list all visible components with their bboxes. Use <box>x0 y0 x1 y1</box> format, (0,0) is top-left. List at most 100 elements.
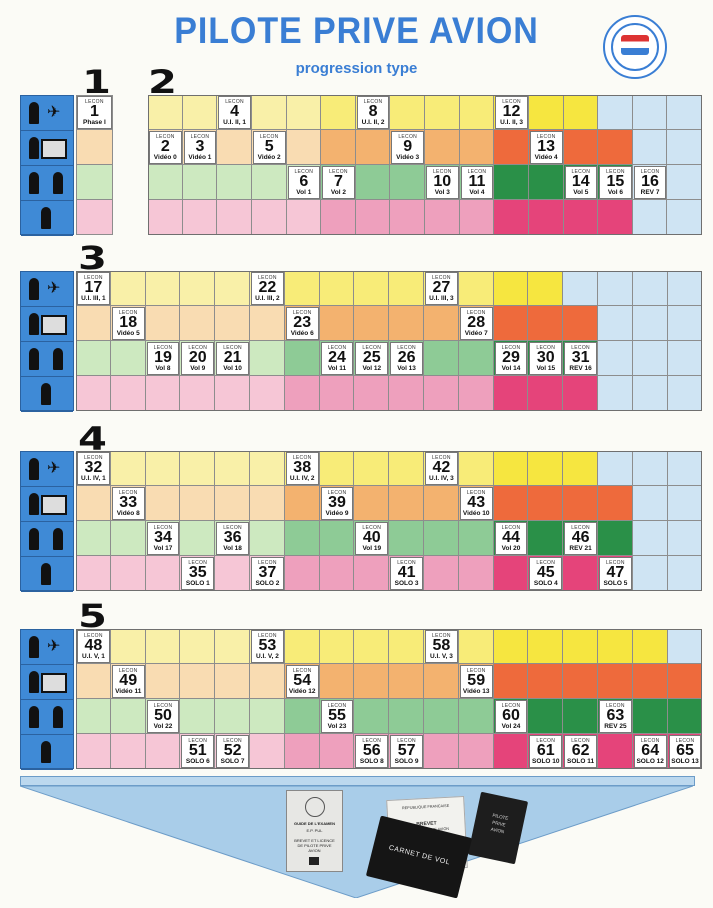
funnel-triangle <box>20 786 693 898</box>
grid-cell <box>424 734 459 769</box>
airplane-icon: ✈ <box>47 638 61 655</box>
lesson-card: LECON 17 U.I. III, 1 <box>77 272 110 305</box>
instructor-figure-icon <box>29 172 39 194</box>
grid-cell <box>319 306 355 341</box>
lesson-card: LECON 41 SOLO 3 <box>390 557 423 590</box>
grid-cell <box>76 165 113 200</box>
grid-cell <box>598 734 633 769</box>
grid-cell <box>319 271 355 306</box>
grid-cell <box>110 451 146 486</box>
grid-cell <box>667 306 703 341</box>
lesson-card: LECON 56 SOLO 8 <box>355 735 389 768</box>
lesson-number: 56 <box>362 742 381 759</box>
grid-cell <box>563 486 598 521</box>
lesson-caption: Vol 12 <box>362 365 382 372</box>
lesson-number: 34 <box>154 529 172 546</box>
lesson-label: LECON <box>294 169 314 175</box>
guide-line: BREVET ET LICENCE <box>294 838 335 843</box>
grid-cell <box>354 556 390 591</box>
grid-cell <box>632 95 668 130</box>
lesson-number: 14 <box>571 173 590 190</box>
lesson-label: LECON <box>397 560 416 566</box>
role-icon-panel: ✈ <box>20 95 74 236</box>
lesson-number: 4 <box>230 103 240 120</box>
lesson-label: LECON <box>536 738 556 744</box>
lesson-label: LECON <box>571 525 590 531</box>
lesson-caption: SOLO 9 <box>394 758 419 765</box>
lesson-card: LECON 5 Vidéo 2 <box>252 131 286 164</box>
lesson-label: LECON <box>258 560 277 566</box>
lesson-caption: U.I. III, 2 <box>255 295 280 302</box>
lesson-caption: Vol 19 <box>362 545 382 552</box>
lesson-number: 2 <box>160 138 170 155</box>
lesson-card: LECON 3 Vidéo 1 <box>183 131 217 164</box>
lesson-label: LECON <box>640 169 660 175</box>
lesson-card: LECON 54 Vidéo 12 <box>285 665 319 698</box>
section-number: 4 <box>78 420 107 458</box>
lesson-label: LECON <box>118 668 138 674</box>
lesson-caption: SOLO 3 <box>394 580 419 587</box>
lesson-card: LECON 57 SOLO 9 <box>390 735 423 768</box>
lesson-caption: Vol 10 <box>223 365 242 372</box>
lesson-label: LECON <box>466 668 486 674</box>
lesson-card: LECON 46 REV 21 <box>564 522 597 555</box>
grid-cell <box>493 271 529 306</box>
grid-cell <box>284 271 320 306</box>
grid-cell <box>182 200 218 235</box>
lesson-number: 65 <box>676 742 694 759</box>
instructor-figure-icon <box>29 313 39 335</box>
lesson-card: LECON 1 Phase I <box>77 96 112 129</box>
grid-cell <box>425 130 460 165</box>
grid-cell <box>632 376 668 411</box>
grid-cell <box>389 699 424 734</box>
lesson-card: LECON 19 Vol 8 <box>146 342 180 375</box>
grid-cell <box>180 486 216 521</box>
grid-cell <box>215 664 250 699</box>
lesson-caption: Vidéo 13 <box>462 688 490 695</box>
lesson-label: LECON <box>327 345 347 351</box>
grid-cell <box>284 556 320 591</box>
lesson-card: LECON 4 U.I. II, 1 <box>218 96 251 129</box>
lesson-card: LECON 49 Vidéo 11 <box>111 665 145 698</box>
lesson-number: 32 <box>84 459 103 476</box>
grid-cell <box>354 629 390 664</box>
lesson-card: LECON 42 U.I. IV, 3 <box>425 452 458 485</box>
lesson-caption: Vidéo 4 <box>534 154 558 161</box>
lesson-caption: Vol 23 <box>327 723 347 730</box>
lesson-label: LECON <box>118 490 138 496</box>
lesson-caption: Vidéo 11 <box>115 688 142 695</box>
lesson-number: 54 <box>293 672 312 689</box>
lesson-label: LECON <box>223 525 242 531</box>
grid-cell <box>250 376 285 411</box>
grid-cell <box>493 486 529 521</box>
lesson-number: 11 <box>468 173 486 190</box>
lesson-number: 30 <box>536 349 555 366</box>
instructor-pilot-plane-icon: ✈ <box>21 272 73 307</box>
grid-cell <box>180 376 216 411</box>
grid-cell <box>563 699 598 734</box>
lesson-number: 18 <box>119 314 138 331</box>
lesson-caption: SOLO 5 <box>603 580 628 587</box>
grid-cell <box>250 521 285 556</box>
grid-cell <box>563 130 599 165</box>
lesson-card: LECON 31 REV 16 <box>564 342 597 375</box>
lesson-label: LECON <box>501 525 521 531</box>
lesson-card: LECON 45 SOLO 4 <box>529 557 563 590</box>
grid-cell <box>425 95 460 130</box>
lesson-label: LECON <box>190 134 210 140</box>
video-screen-icon <box>41 495 67 515</box>
instructor-figure-icon <box>29 278 39 300</box>
lesson-caption: U.I. II, 3 <box>500 119 523 126</box>
lesson-card: LECON 55 Vol 23 <box>320 700 354 733</box>
lesson-card: LECON 10 Vol 3 <box>426 166 459 199</box>
grid-cell <box>598 376 633 411</box>
lesson-card: LECON 37 SOLO 2 <box>251 557 284 590</box>
lesson-caption: SOLO 2 <box>255 580 280 587</box>
grid-cell <box>598 486 633 521</box>
lesson-label: LECON <box>432 633 451 639</box>
lesson-label: LECON <box>536 345 556 351</box>
grid-cell <box>148 200 183 235</box>
instructor-pilot-screen-icon <box>21 131 73 166</box>
video-screen-icon <box>41 315 67 335</box>
grid-cell <box>667 521 703 556</box>
